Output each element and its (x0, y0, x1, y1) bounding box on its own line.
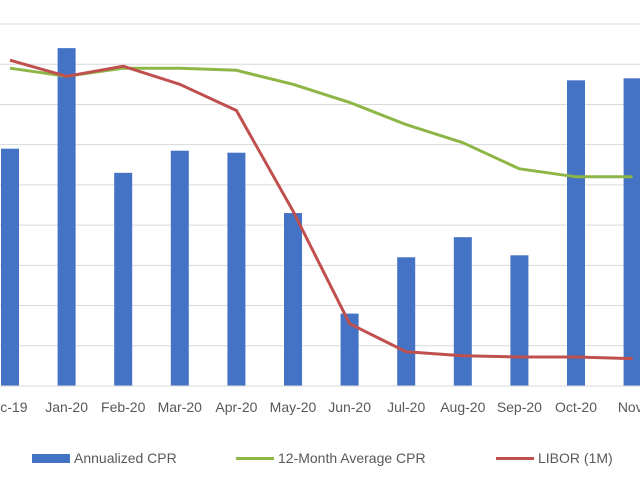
x-tick-label: Aug-20 (440, 399, 485, 415)
x-tick-label: ec-19 (0, 399, 28, 415)
line-series (9, 58, 633, 361)
x-tick-labels: ec-19 Jan-20 Feb-20 Mar-20 Apr-20 May-20 Jun-2… (0, 399, 640, 415)
bar-annualized-cpr (510, 255, 529, 386)
bar-annualized-cpr (170, 150, 189, 386)
bar-annualized-cpr (227, 152, 246, 386)
bar-annualized-cpr (57, 48, 76, 387)
legend-label: Annualized CPR (74, 450, 177, 466)
x-tick-label: May-20 (270, 399, 317, 415)
line-libor-1m (9, 58, 633, 361)
bar-annualized-cpr (1, 148, 19, 386)
x-tick-label: Oct-20 (555, 399, 597, 415)
x-tick-label: Apr-20 (215, 399, 257, 415)
x-tick-label: Jun-20 (328, 399, 371, 415)
x-tick-label: Jul-20 (387, 399, 425, 415)
x-tick-label: Feb-20 (101, 399, 146, 415)
legend-item-libor-1m: LIBOR (1M) (496, 444, 613, 472)
legend-label: LIBOR (1M) (538, 450, 613, 466)
legend-swatch-bar (32, 453, 70, 463)
x-tick-label: Jan-20 (45, 399, 88, 415)
bar-annualized-cpr (340, 313, 359, 386)
bar-annualized-cpr (623, 78, 640, 387)
legend-swatch-line (496, 456, 534, 460)
bar-annualized-cpr (453, 237, 472, 386)
bar-annualized-cpr (114, 172, 133, 386)
chart-canvas: ec-19 Jan-20 Feb-20 Mar-20 Apr-20 May-20 Jun-2… (0, 23, 640, 415)
gridlines (0, 23, 640, 347)
x-tick-label: Nov- (618, 399, 640, 415)
bar-annualized-cpr (284, 213, 302, 386)
bar-annualized-cpr (567, 80, 585, 387)
line-12-month-average-cpr (9, 66, 633, 179)
legend-item-12-month-average-cpr: 12-Month Average CPR (236, 444, 426, 472)
bar-annualized-cpr (397, 257, 416, 386)
legend-item-annualized-cpr: Annualized CPR (32, 444, 177, 472)
x-tick-label: Mar-20 (158, 399, 203, 415)
legend-swatch-line (236, 456, 274, 460)
bar-series (1, 48, 640, 387)
legend: Annualized CPR 12-Month Average CPR LIBO… (0, 444, 640, 472)
x-tick-label: Sep-20 (497, 399, 542, 415)
legend-label: 12-Month Average CPR (278, 450, 426, 466)
